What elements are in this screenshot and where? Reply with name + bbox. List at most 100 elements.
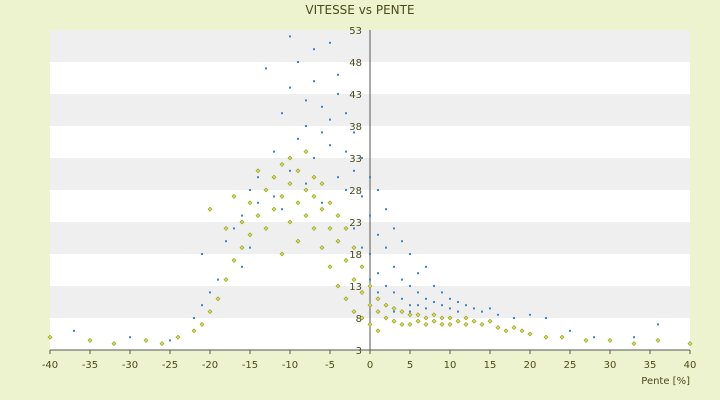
data-point <box>247 232 253 238</box>
data-point <box>559 334 565 340</box>
data-point <box>223 225 229 231</box>
data-point <box>367 302 373 308</box>
data-point <box>287 155 293 161</box>
data-point <box>337 176 339 179</box>
data-point <box>407 312 413 318</box>
data-point <box>497 313 499 316</box>
data-point <box>201 253 203 255</box>
y-tick-label: 33 <box>349 154 362 165</box>
x-tick-label: 35 <box>644 360 657 371</box>
data-point <box>545 317 547 319</box>
x-tick-label: 0 <box>367 360 373 371</box>
data-point <box>383 315 389 321</box>
data-point <box>239 219 245 225</box>
data-point <box>225 240 227 243</box>
data-point <box>433 285 435 287</box>
data-point <box>47 334 53 340</box>
data-point <box>633 336 635 339</box>
data-point <box>593 336 595 339</box>
x-tick-label: -30 <box>122 360 138 371</box>
data-point <box>463 321 469 327</box>
y-tick-label: 43 <box>349 90 362 101</box>
data-point <box>265 67 267 70</box>
data-point <box>401 240 403 243</box>
data-point <box>455 318 461 324</box>
data-point <box>249 246 251 249</box>
data-point <box>631 341 637 347</box>
data-point <box>241 265 243 268</box>
data-point <box>311 174 317 180</box>
data-point <box>375 309 381 315</box>
x-tick-label: -5 <box>325 360 335 371</box>
x-tick-label: 20 <box>524 360 537 371</box>
data-point <box>351 245 357 251</box>
data-point <box>255 213 261 219</box>
data-point <box>297 61 299 63</box>
data-point <box>345 189 347 191</box>
x-tick-label: -10 <box>282 360 298 371</box>
data-point <box>463 315 469 321</box>
series-blue <box>73 35 659 342</box>
data-point <box>433 301 435 303</box>
data-point <box>449 297 451 300</box>
data-point <box>279 161 285 167</box>
data-point <box>519 328 525 334</box>
x-tick-label: -20 <box>202 360 218 371</box>
data-point <box>217 278 219 281</box>
y-tick-label: 38 <box>349 122 362 133</box>
chart-title: VITESSE vs PENTE <box>305 3 414 17</box>
data-point <box>409 304 411 307</box>
data-point <box>329 118 331 121</box>
data-point <box>529 313 531 316</box>
x-axis-label: Pente [%] <box>641 376 690 387</box>
data-point <box>193 317 195 319</box>
data-point <box>417 272 419 275</box>
x-tick-label: -35 <box>82 360 98 371</box>
data-point <box>399 309 405 315</box>
y-tick-label: 23 <box>349 218 362 229</box>
data-point <box>257 176 259 179</box>
data-point <box>511 325 517 331</box>
data-point <box>359 315 365 321</box>
data-point <box>303 213 309 219</box>
data-point <box>321 105 323 108</box>
data-point <box>527 331 533 337</box>
data-point <box>279 193 285 199</box>
data-point <box>441 304 443 307</box>
data-point <box>263 187 269 193</box>
data-point <box>543 334 549 340</box>
data-point <box>169 339 171 342</box>
data-point <box>111 341 117 347</box>
data-point <box>327 225 333 231</box>
data-point <box>239 245 245 251</box>
data-point <box>199 321 205 327</box>
data-point <box>289 35 291 38</box>
data-point <box>431 312 437 318</box>
data-point <box>687 341 693 347</box>
y-tick-label: 13 <box>349 282 362 293</box>
data-point <box>73 329 75 332</box>
data-point <box>361 157 363 159</box>
data-point <box>305 182 307 185</box>
data-point <box>369 278 371 281</box>
data-point <box>487 318 493 324</box>
data-point <box>479 321 485 327</box>
data-point <box>279 251 285 257</box>
data-point <box>393 227 395 230</box>
data-point <box>271 174 277 180</box>
data-point <box>345 150 347 153</box>
data-point <box>471 318 477 324</box>
x-tick-label: -40 <box>42 360 58 371</box>
data-point <box>377 189 379 191</box>
data-point <box>369 176 371 179</box>
data-point <box>305 125 307 127</box>
data-point <box>369 214 371 217</box>
data-point <box>415 318 421 324</box>
data-point <box>335 283 341 289</box>
data-point <box>327 200 333 206</box>
data-point <box>351 277 357 283</box>
data-point <box>449 307 451 310</box>
data-point <box>287 219 293 225</box>
data-point <box>257 201 259 204</box>
